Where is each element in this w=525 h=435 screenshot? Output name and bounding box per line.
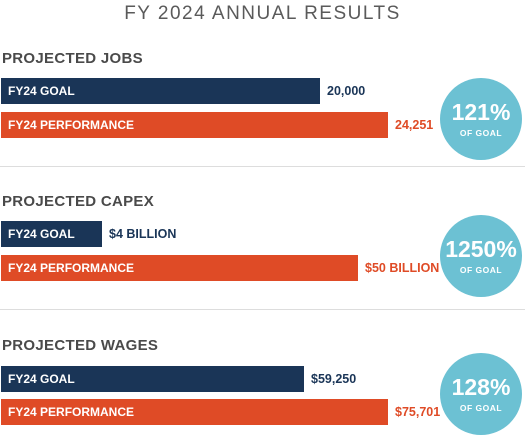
performance-value: 24,251 <box>395 118 434 132</box>
percent-caption: OF GOAL <box>459 264 503 275</box>
performance-bar: FY24 PERFORMANCE <box>1 112 388 138</box>
percent-value: 1250% <box>445 235 517 262</box>
bar-label: FY24 PERFORMANCE <box>8 118 135 132</box>
section-title: PROJECTED WAGES <box>2 337 159 354</box>
percent-value: 121% <box>451 98 511 125</box>
performance-value: $75,701 <box>395 405 441 419</box>
bar-label: FY24 PERFORMANCE <box>8 261 135 275</box>
goal-bar: FY24 GOAL <box>1 221 102 247</box>
percent-of-goal-badge: 121% OF GOAL <box>440 78 522 160</box>
performance-value: $50 BILLION <box>365 261 440 275</box>
bar-label: FY24 GOAL <box>8 372 75 386</box>
goal-value: $59,250 <box>311 372 357 386</box>
goal-value: 20,000 <box>327 84 366 98</box>
performance-bar: FY24 PERFORMANCE <box>1 255 358 281</box>
section-title: PROJECTED JOBS <box>2 50 143 67</box>
goal-value: $4 BILLION <box>109 227 177 241</box>
bar-label: FY24 PERFORMANCE <box>8 405 135 419</box>
page-title: FY 2024 ANNUAL RESULTS <box>124 3 401 24</box>
percent-caption: OF GOAL <box>459 127 503 138</box>
goal-bar: FY24 GOAL <box>1 366 304 392</box>
bar-label: FY24 GOAL <box>8 227 75 241</box>
percent-caption: OF GOAL <box>459 402 503 413</box>
goal-bar: FY24 GOAL <box>1 78 320 104</box>
section-title: PROJECTED CAPEX <box>2 193 155 210</box>
percent-value: 128% <box>451 373 511 400</box>
bar-label: FY24 GOAL <box>8 84 75 98</box>
section-divider <box>0 309 525 310</box>
performance-bar: FY24 PERFORMANCE <box>1 399 388 425</box>
percent-of-goal-badge: 1250% OF GOAL <box>440 215 522 297</box>
percent-of-goal-badge: 128% OF GOAL <box>440 353 522 435</box>
section-divider <box>0 166 525 167</box>
